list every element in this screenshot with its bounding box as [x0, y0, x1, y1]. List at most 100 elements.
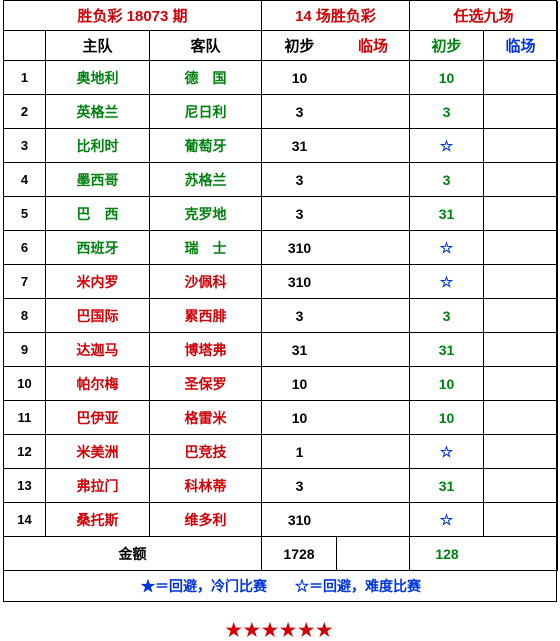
footer-label: 金额 — [4, 537, 262, 571]
val-chubu1: 1 — [262, 435, 337, 469]
header-title-2: 14 场胜负彩 — [262, 1, 410, 31]
val-linchang1 — [337, 435, 410, 469]
star-icon-cell: ☆ — [410, 265, 484, 299]
val-chubu1: 310 — [262, 503, 337, 537]
val-chubu1: 31 — [262, 129, 337, 163]
val-chubu1: 3 — [262, 197, 337, 231]
row-index: 6 — [4, 231, 46, 265]
footer-v2 — [337, 537, 410, 571]
val-linchang1 — [337, 367, 410, 401]
val-linchang1 — [337, 197, 410, 231]
away-team: 博塔弗 — [150, 333, 262, 367]
row-index: 1 — [4, 61, 46, 95]
val-chubu2: 3 — [410, 299, 484, 333]
val-chubu1: 3 — [262, 163, 337, 197]
away-team: 苏格兰 — [150, 163, 262, 197]
val-linchang2 — [484, 299, 558, 333]
val-linchang2 — [484, 95, 558, 129]
val-linchang1 — [337, 503, 410, 537]
val-linchang1 — [337, 163, 410, 197]
col-linchang1: 临场 — [337, 31, 410, 61]
row-index: 12 — [4, 435, 46, 469]
away-team: 科林蒂 — [150, 469, 262, 503]
footer-v3: 128 — [410, 537, 484, 571]
home-team: 达迦马 — [46, 333, 150, 367]
col-linchang2: 临场 — [484, 31, 558, 61]
away-team: 巴竞技 — [150, 435, 262, 469]
val-chubu1: 3 — [262, 95, 337, 129]
val-linchang2 — [484, 401, 558, 435]
val-linchang1 — [337, 61, 410, 95]
val-chubu1: 10 — [262, 61, 337, 95]
val-chubu1: 10 — [262, 401, 337, 435]
row-index: 8 — [4, 299, 46, 333]
val-chubu2: 10 — [410, 401, 484, 435]
val-linchang1 — [337, 95, 410, 129]
home-team: 米美洲 — [46, 435, 150, 469]
col-home: 主队 — [46, 31, 150, 61]
row-index: 10 — [4, 367, 46, 401]
home-team: 巴 西 — [46, 197, 150, 231]
val-linchang2 — [484, 61, 558, 95]
row-index: 5 — [4, 197, 46, 231]
val-linchang2 — [484, 163, 558, 197]
val-chubu1: 310 — [262, 265, 337, 299]
val-chubu2: 3 — [410, 95, 484, 129]
home-team: 巴伊亚 — [46, 401, 150, 435]
away-team: 累西腓 — [150, 299, 262, 333]
val-linchang2 — [484, 231, 558, 265]
footer-v4 — [484, 537, 558, 571]
col-chubu1: 初步 — [262, 31, 337, 61]
home-team: 英格兰 — [46, 95, 150, 129]
val-linchang1 — [337, 299, 410, 333]
home-team: 弗拉门 — [46, 469, 150, 503]
val-chubu2: 31 — [410, 469, 484, 503]
row-index: 11 — [4, 401, 46, 435]
bottom-stars: ★★★★★★ — [226, 620, 335, 641]
val-linchang2 — [484, 265, 558, 299]
row-index: 7 — [4, 265, 46, 299]
val-linchang2 — [484, 367, 558, 401]
legend: ★＝回避，冷门比赛 ☆＝回避，难度比赛 — [4, 571, 558, 601]
val-chubu1: 3 — [262, 469, 337, 503]
val-chubu1: 31 — [262, 333, 337, 367]
col-idx — [4, 31, 46, 61]
col-chubu2: 初步 — [410, 31, 484, 61]
val-linchang2 — [484, 333, 558, 367]
val-chubu1: 3 — [262, 299, 337, 333]
val-chubu1: 310 — [262, 231, 337, 265]
header-title-3: 任选九场 — [410, 1, 558, 31]
val-linchang2 — [484, 435, 558, 469]
away-team: 瑞 士 — [150, 231, 262, 265]
val-chubu2: 31 — [410, 197, 484, 231]
away-team: 圣保罗 — [150, 367, 262, 401]
val-chubu2: 10 — [410, 61, 484, 95]
val-linchang1 — [337, 469, 410, 503]
lottery-table: 胜负彩 18073 期 14 场胜负彩 任选九场 主队 客队 初步 临场 初步 … — [3, 0, 557, 602]
away-team: 沙佩科 — [150, 265, 262, 299]
row-index: 13 — [4, 469, 46, 503]
away-team: 克罗地 — [150, 197, 262, 231]
star-icon-cell: ☆ — [410, 503, 484, 537]
val-linchang1 — [337, 401, 410, 435]
row-index: 4 — [4, 163, 46, 197]
val-linchang1 — [337, 231, 410, 265]
val-linchang2 — [484, 469, 558, 503]
val-linchang1 — [337, 129, 410, 163]
home-team: 巴国际 — [46, 299, 150, 333]
home-team: 桑托斯 — [46, 503, 150, 537]
home-team: 西班牙 — [46, 231, 150, 265]
away-team: 尼日利 — [150, 95, 262, 129]
val-linchang2 — [484, 197, 558, 231]
row-index: 2 — [4, 95, 46, 129]
home-team: 奥地利 — [46, 61, 150, 95]
val-linchang1 — [337, 265, 410, 299]
row-index: 3 — [4, 129, 46, 163]
col-away: 客队 — [150, 31, 262, 61]
star-icon-cell: ☆ — [410, 231, 484, 265]
header-title-1: 胜负彩 18073 期 — [4, 1, 262, 31]
home-team: 米内罗 — [46, 265, 150, 299]
val-linchang1 — [337, 333, 410, 367]
home-team: 比利时 — [46, 129, 150, 163]
away-team: 格雷米 — [150, 401, 262, 435]
